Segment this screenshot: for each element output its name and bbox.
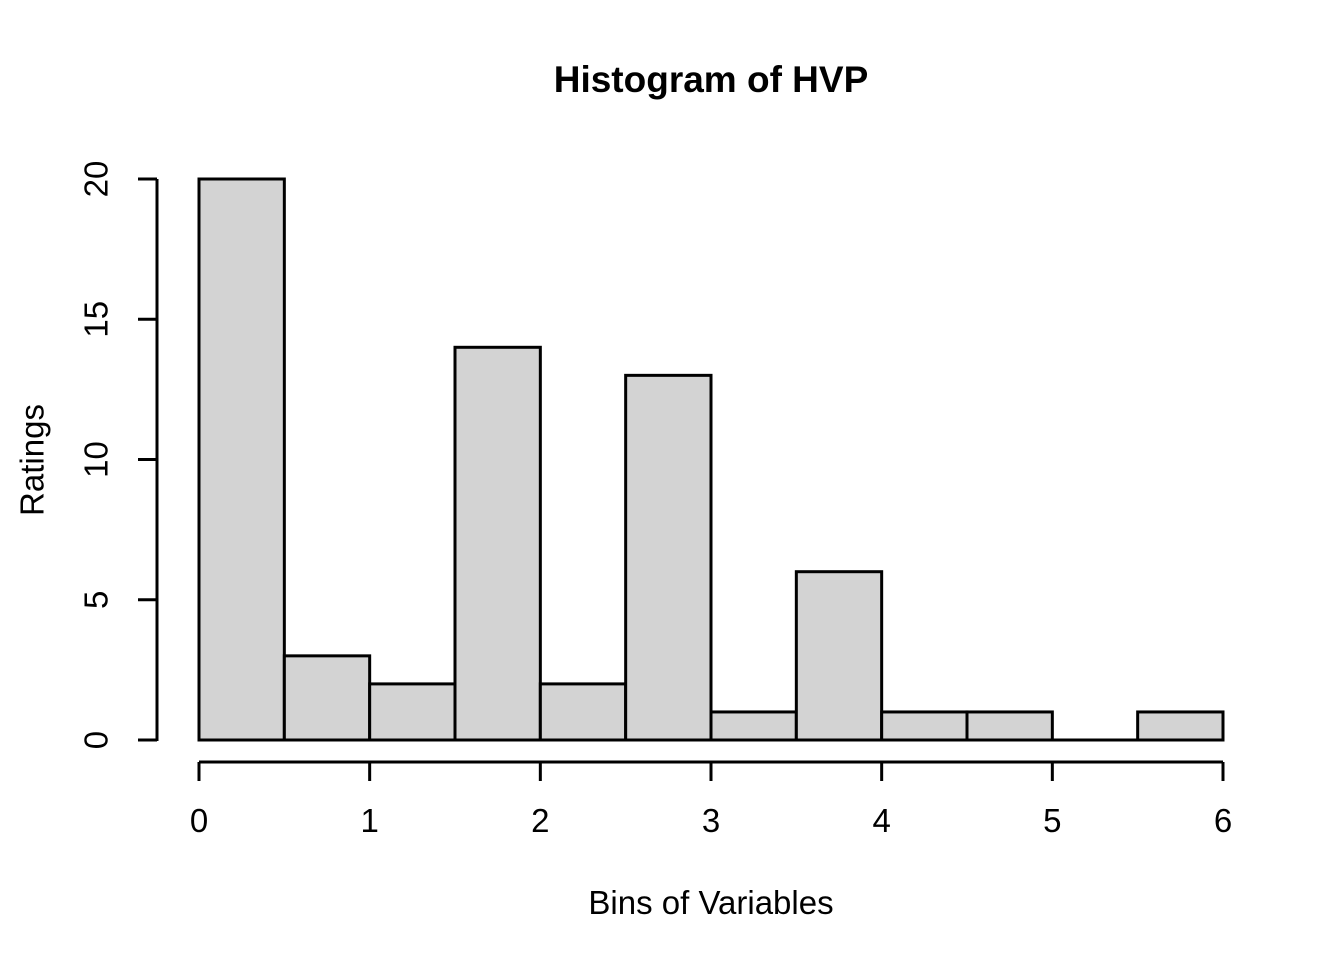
histogram-bar: [794, 570, 884, 742]
x-tick-label: 3: [702, 802, 720, 839]
histogram-bar: [1136, 710, 1225, 742]
x-tick-label: 6: [1214, 802, 1232, 839]
x-tick-label: 0: [190, 802, 208, 839]
chart-title: Histogram of HVP: [553, 59, 869, 100]
histogram-bar: [709, 710, 798, 742]
x-tick-label: 5: [1043, 802, 1061, 839]
histogram-bar: [880, 710, 969, 742]
histogram-bar: [197, 177, 286, 742]
y-tick-label: 5: [78, 591, 115, 609]
histogram-bar: [368, 682, 457, 742]
y-tick-label: 20: [78, 161, 115, 198]
histogram-bar: [965, 710, 1054, 742]
x-tick-label: 1: [360, 802, 378, 839]
x-tick-label: 2: [531, 802, 549, 839]
y-axis-label: Ratings: [13, 404, 51, 516]
x-tick-label: 4: [872, 802, 890, 839]
histogram-bar: [453, 345, 542, 742]
histogram-bar: [624, 373, 713, 742]
y-tick-label: 0: [78, 731, 115, 749]
y-tick-label: 15: [78, 301, 115, 338]
histogram-bar: [538, 682, 628, 742]
y-tick-label: 10: [78, 441, 115, 478]
histogram-bar: [282, 654, 372, 742]
x-axis-label: Bins of Variables: [588, 884, 834, 921]
